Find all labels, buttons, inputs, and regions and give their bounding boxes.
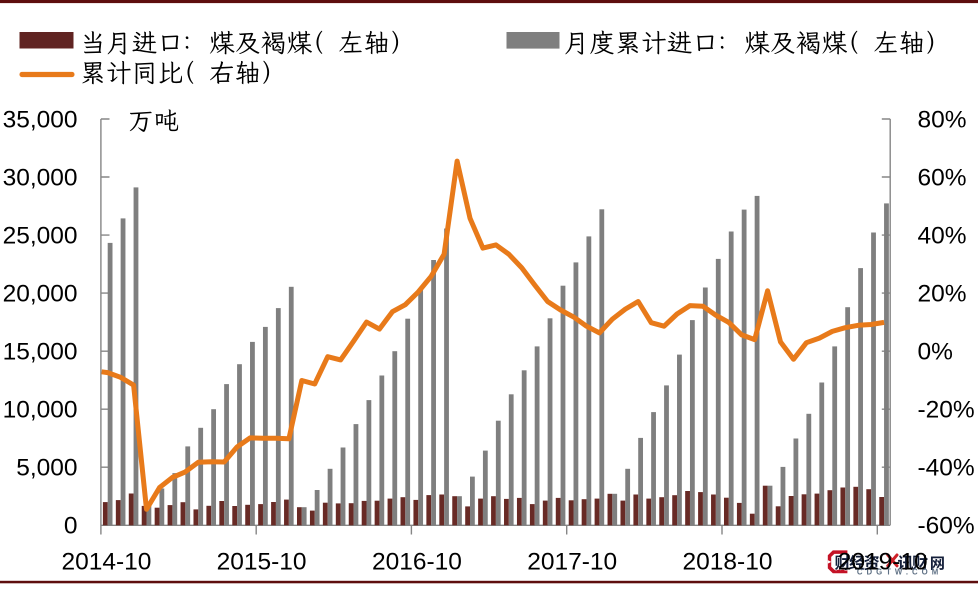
svg-text:10,000: 10,000 [3,397,78,424]
svg-text:2014-10: 2014-10 [61,549,151,576]
svg-text:0: 0 [64,513,78,540]
svg-text:25,000: 25,000 [3,222,78,249]
svg-text:80%: 80% [918,106,967,133]
svg-text:-60%: -60% [918,513,975,540]
svg-text:20%: 20% [918,280,967,307]
svg-text:15,000: 15,000 [3,339,78,366]
svg-text:-40%: -40% [918,455,975,482]
svg-text:CDGTW.COM: CDGTW.COM [857,567,942,576]
svg-text:35,000: 35,000 [3,106,78,133]
svg-text:60%: 60% [918,164,967,191]
svg-text:2015-10: 2015-10 [217,549,307,576]
svg-text:2018-10: 2018-10 [683,549,773,576]
svg-text:2016-10: 2016-10 [372,549,462,576]
svg-text:40%: 40% [918,222,967,249]
svg-text:2019-10: 2019-10 [838,549,928,576]
svg-text:20,000: 20,000 [3,280,78,307]
svg-text:2017-10: 2017-10 [527,549,617,576]
svg-text:0%: 0% [918,339,953,366]
svg-text:5,000: 5,000 [16,455,77,482]
svg-text:-20%: -20% [918,397,975,424]
svg-text:30,000: 30,000 [3,164,78,191]
